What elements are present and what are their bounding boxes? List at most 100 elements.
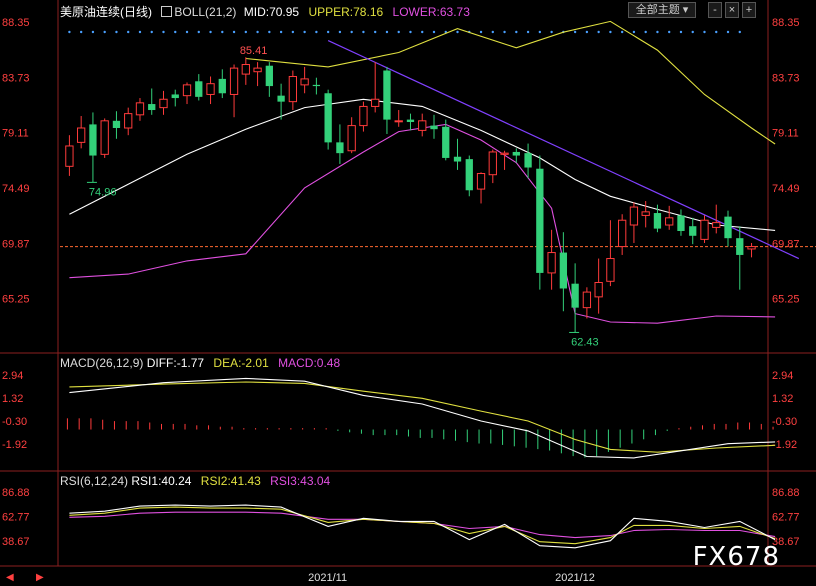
candle-body — [453, 156, 462, 162]
candle-body — [665, 217, 674, 226]
price-tick-label-left: 65.25 — [2, 294, 30, 306]
top-dot-marker — [138, 30, 142, 34]
candle-body — [677, 215, 685, 231]
macd-tick-label-left: -0.30 — [2, 416, 27, 428]
top-dot-marker — [79, 30, 83, 34]
top-dot-marker — [550, 30, 553, 34]
candle-body — [324, 93, 332, 143]
candle-body — [336, 142, 344, 154]
time-axis-label: 2021/12 — [555, 572, 595, 584]
price-tick-label-left: 88.35 — [2, 17, 30, 29]
boll-lower-line — [69, 123, 776, 324]
top-dot-marker — [303, 30, 306, 34]
top-dot-marker — [244, 30, 248, 34]
top-dot-marker — [620, 30, 624, 34]
minimize-icon: - — [713, 4, 717, 16]
candle-body — [195, 81, 203, 97]
boll-upper-line — [245, 20, 776, 145]
top-dot-marker — [150, 30, 153, 34]
top-dot-marker — [326, 30, 330, 34]
top-dot-marker — [256, 30, 259, 34]
macd-params: MACD(26,12,9) — [60, 356, 144, 370]
candle-body — [653, 213, 662, 229]
rsi-tick-label-left: 38.67 — [2, 536, 30, 548]
boll-lower-value: LOWER:63.73 — [392, 5, 470, 19]
top-dot-marker — [715, 30, 718, 34]
top-dot-marker — [174, 30, 177, 34]
plus-icon: + — [745, 4, 753, 16]
macd-macd-value: MACD:0.48 — [278, 356, 341, 370]
candle-body — [218, 78, 226, 94]
top-dot-marker — [338, 30, 342, 34]
period-label: (日线) — [120, 5, 153, 19]
rsi2-line — [69, 506, 776, 545]
close-button[interactable]: × — [725, 2, 739, 18]
top-dot-marker — [279, 30, 283, 34]
scroll-right-icon[interactable]: ▶ — [36, 572, 44, 583]
top-dot-marker — [221, 30, 224, 34]
candle-body — [347, 125, 356, 152]
candle-body — [265, 65, 273, 87]
candle-body — [148, 104, 156, 111]
candle-body — [371, 98, 380, 107]
add-panel-button[interactable]: + — [742, 2, 756, 18]
top-dot-marker — [421, 30, 424, 34]
rsi-tick-label-right: 62.77 — [772, 512, 800, 524]
price-panel-header: 美原油连续(日线) BOLL(21,2) MID:70.95 UPPER:78.… — [60, 3, 470, 20]
candle-body — [629, 206, 639, 226]
candle-body — [524, 153, 532, 168]
candle-body — [288, 75, 298, 103]
top-dot-marker — [573, 30, 577, 34]
top-dot-marker — [479, 30, 483, 34]
top-dot-marker — [644, 30, 647, 34]
top-dot-marker — [350, 30, 353, 34]
candle-body — [418, 120, 427, 131]
candle-body — [547, 252, 556, 274]
top-dot-marker — [538, 30, 542, 34]
top-dot-marker — [127, 30, 130, 34]
candle-body — [512, 151, 520, 156]
candle-body — [430, 125, 438, 130]
rsi2-value: RSI2:41.43 — [200, 474, 261, 488]
macd-tick-label-right: -0.30 — [772, 416, 797, 428]
top-dot-marker — [268, 30, 271, 34]
minimize-button[interactable]: - — [708, 2, 722, 18]
macd-dea-line — [69, 381, 776, 453]
top-dot-marker — [185, 30, 189, 34]
top-dot-marker — [232, 30, 236, 34]
price-tick-label-right: 83.73 — [772, 72, 800, 84]
rsi-tick-label-left: 62.77 — [2, 512, 30, 524]
macd-dea-value: DEA:-2.01 — [213, 356, 269, 370]
candle-body — [442, 126, 450, 158]
rsi-params: RSI(6,12,24) — [60, 474, 129, 488]
candle-body — [112, 120, 121, 128]
top-dot-marker — [362, 30, 365, 34]
candle-body — [65, 145, 74, 167]
macd-tick-label-left: 1.32 — [2, 393, 23, 405]
top-dot-marker — [703, 30, 706, 34]
top-dot-marker — [409, 30, 412, 34]
scroll-left-icon[interactable]: ◀ — [6, 572, 14, 583]
top-dot-marker — [432, 30, 436, 34]
rsi3-value: RSI3:43.04 — [270, 474, 331, 488]
candle-body — [394, 120, 403, 123]
candle-body — [229, 67, 239, 95]
boll-box-icon — [161, 6, 173, 17]
candle-body — [618, 219, 627, 248]
candle-body — [171, 94, 179, 99]
price-tick-label-right: 88.35 — [772, 17, 800, 29]
boll-params: BOLL(21,2) — [174, 5, 237, 19]
top-dot-marker — [385, 30, 389, 34]
rsi-tick-label-left: 86.88 — [2, 487, 30, 499]
top-dot-marker — [373, 30, 377, 34]
boll-upper-value: UPPER:78.16 — [308, 5, 384, 19]
rsi-panel-header: RSI(6,12,24) RSI1:40.24 RSI2:41.43 RSI3:… — [60, 474, 330, 488]
price-tick-label-left: 69.87 — [2, 238, 30, 250]
macd-tick-label-left: -1.92 — [2, 439, 27, 451]
theme-dropdown-button[interactable]: 全部主题 ▾ — [628, 2, 696, 18]
top-dot-marker — [315, 30, 318, 34]
candle-body — [559, 252, 568, 289]
price-tick-label-right: 69.87 — [772, 238, 800, 250]
